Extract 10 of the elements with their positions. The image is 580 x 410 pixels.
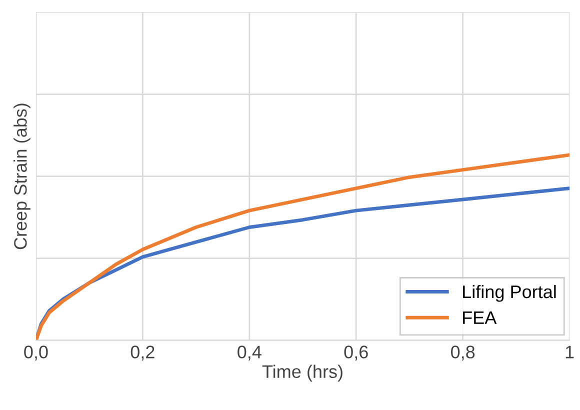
y-axis-title: Creep Strain (abs) — [14, 104, 30, 250]
x-tick-label: 0,6 — [344, 346, 368, 361]
x-tick-label: 0,0 — [24, 346, 48, 361]
legend-label: Lifing Portal — [463, 284, 556, 302]
x-tick-label: 1 — [566, 346, 574, 358]
x-axis-title: Time (hrs) — [262, 364, 342, 382]
x-tick-label: 0,2 — [130, 346, 154, 361]
x-tick-label: 0,8 — [450, 346, 475, 361]
x-tick-label: 0,4 — [238, 346, 262, 361]
legend-label: FEA — [463, 311, 497, 324]
